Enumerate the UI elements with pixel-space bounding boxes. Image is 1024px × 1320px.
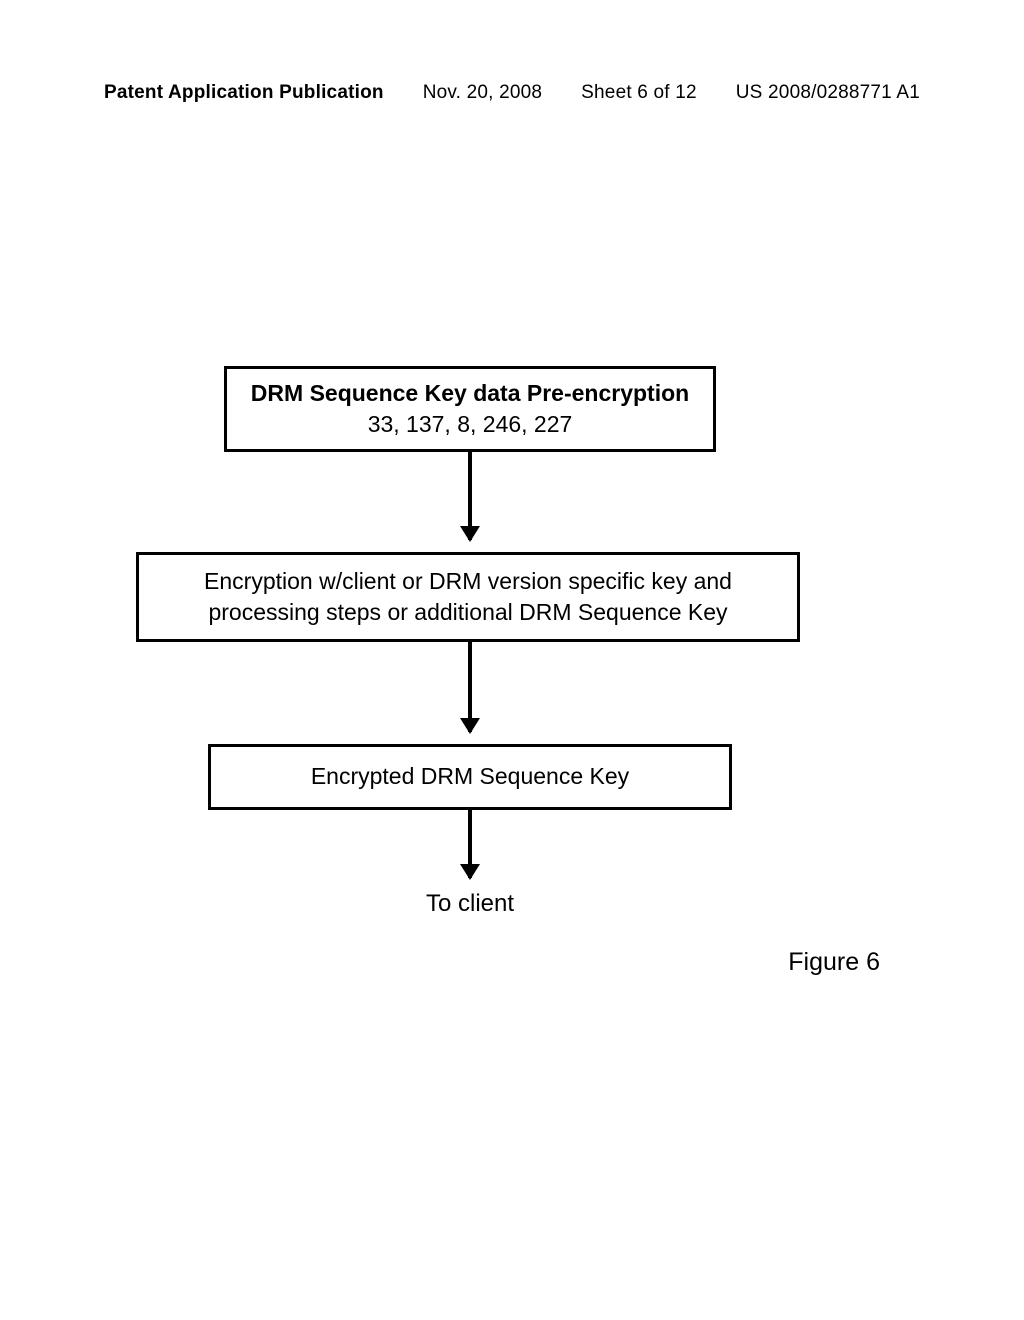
node1-values: 33, 137, 8, 246, 227 [368, 409, 573, 440]
figure-label: Figure 6 [0, 948, 880, 977]
flow-node-encrypted-key: Encrypted DRM Sequence Key [208, 744, 732, 810]
flow-node-pre-encryption: DRM Sequence Key data Pre-encryption 33,… [224, 366, 716, 452]
flow-arrow-1 [468, 452, 472, 540]
header-docnum: US 2008/0288771 A1 [736, 82, 920, 103]
flow-terminal-label: To client [0, 890, 940, 918]
header-sheet: Sheet 6 of 12 [581, 82, 697, 103]
node3-line1: Encrypted DRM Sequence Key [311, 761, 629, 792]
node2-line2: processing steps or additional DRM Seque… [208, 597, 727, 628]
node2-line1: Encryption w/client or DRM version speci… [204, 566, 732, 597]
header-date: Nov. 20, 2008 [423, 82, 543, 103]
flow-arrow-3 [468, 810, 472, 878]
page-header: Patent Application Publication Nov. 20, … [0, 82, 1024, 104]
flow-arrow-2 [468, 642, 472, 732]
node1-title: DRM Sequence Key data Pre-encryption [251, 378, 689, 409]
flow-node-encryption-step: Encryption w/client or DRM version speci… [136, 552, 800, 642]
header-pub-type: Patent Application Publication [104, 82, 384, 103]
